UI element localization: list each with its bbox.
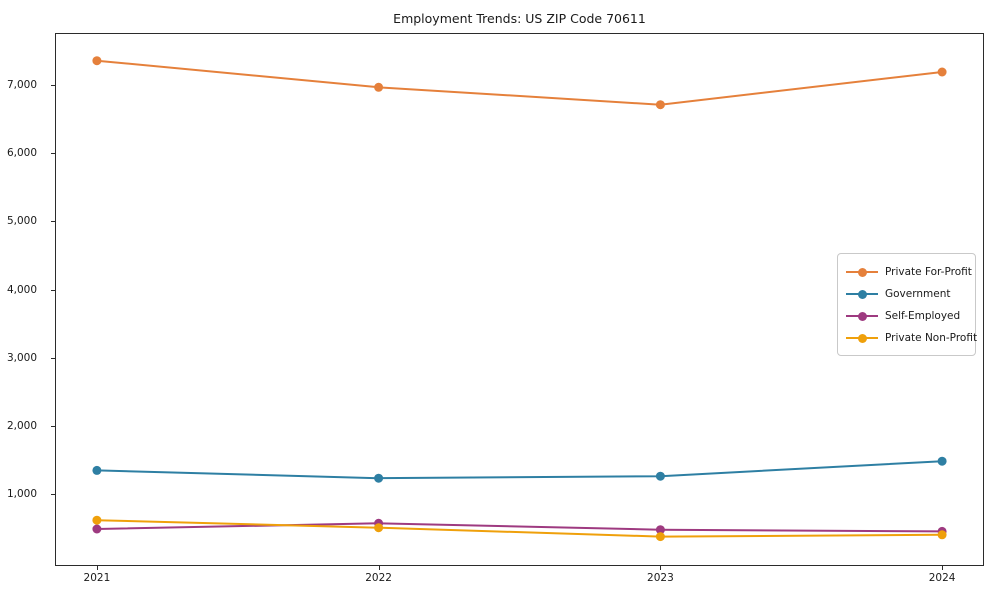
y-tick-mark <box>51 153 55 155</box>
legend-line-marker-icon <box>846 267 878 277</box>
series-marker-government <box>374 473 384 483</box>
series-line-private-for-profit <box>96 59 943 106</box>
series-marker-government <box>92 465 102 475</box>
series-marker-private-for-profit <box>655 100 665 110</box>
series-marker-private-non-profit <box>374 523 384 533</box>
x-tick-mark <box>942 566 944 570</box>
legend-item-private-for-profit: Private For-Profit <box>846 261 972 283</box>
y-tick-label: 1,000 <box>6 488 37 501</box>
legend-line-marker-icon <box>846 333 878 343</box>
series-marker-private-non-profit <box>655 532 665 542</box>
series-marker-government <box>655 471 665 481</box>
x-tick-mark <box>378 566 380 570</box>
x-tick-mark <box>96 566 98 570</box>
y-tick-label: 5,000 <box>6 215 37 228</box>
x-tick-label: 2021 <box>83 572 111 584</box>
series-marker-private-non-profit <box>937 530 947 540</box>
legend-item-self-employed: Self-Employed <box>846 305 967 327</box>
series-line-government <box>96 460 943 480</box>
y-tick-mark <box>51 221 55 223</box>
series-marker-private-for-profit <box>937 67 947 77</box>
legend-item-government: Government <box>846 283 967 305</box>
y-tick-mark <box>51 357 55 359</box>
legend-line-marker-icon <box>846 311 878 321</box>
series-marker-private-non-profit <box>92 515 102 525</box>
series-marker-government <box>937 456 947 466</box>
chart-svg <box>92 56 947 542</box>
chart-title: Employment Trends: US ZIP Code 70611 <box>393 11 646 26</box>
legend-label: Private Non-Profit <box>885 332 978 344</box>
y-tick-label: 4,000 <box>6 283 37 296</box>
y-tick-label: 2,000 <box>6 420 37 432</box>
x-tick-label: 2022 <box>365 572 392 584</box>
legend: Private For-Profit Government Self-Employe… <box>837 253 977 356</box>
series-line-private-non-profit <box>96 519 943 538</box>
x-tick-mark <box>660 566 662 570</box>
y-tick-label: 7,000 <box>6 79 37 91</box>
legend-line-marker-icon <box>846 289 878 299</box>
series-marker-private-for-profit <box>92 56 102 66</box>
x-tick-label: 2024 <box>928 572 956 584</box>
legend-item-private-non-profit: Private Non-Profit <box>846 327 977 349</box>
series-line-self-employed <box>96 522 943 533</box>
y-tick-label: 3,000 <box>6 351 37 364</box>
plot-area <box>55 33 984 566</box>
y-tick-label: 6,000 <box>6 147 37 160</box>
x-tick-label: 2023 <box>647 572 674 584</box>
series-marker-self-employed <box>655 525 665 535</box>
y-tick-mark <box>51 494 55 496</box>
y-tick-mark <box>51 426 55 427</box>
series-marker-private-for-profit <box>374 82 384 92</box>
legend-label: Self-Employed <box>885 310 961 322</box>
y-tick-mark <box>51 85 55 86</box>
series-marker-self-employed <box>92 524 102 534</box>
y-tick-mark <box>51 289 55 291</box>
legend-label: Government <box>885 288 951 300</box>
legend-label: Private For-Profit <box>885 266 972 278</box>
